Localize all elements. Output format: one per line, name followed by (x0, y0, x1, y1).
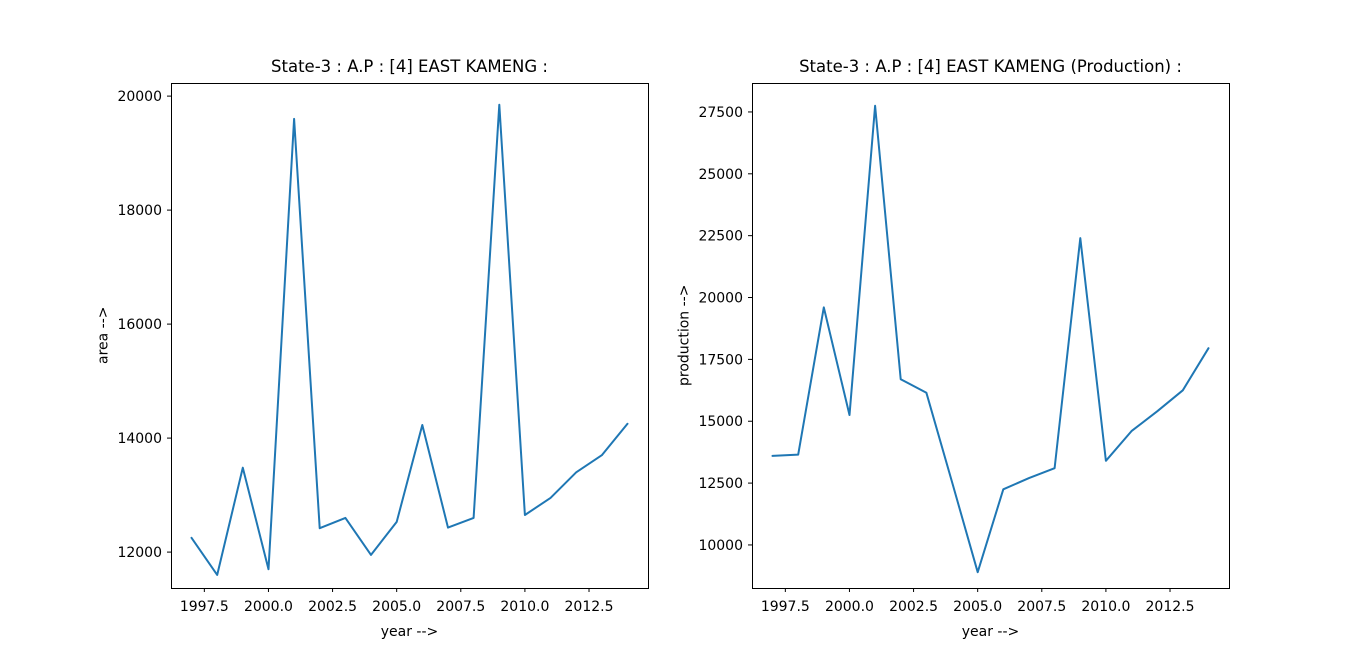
x-tick-label: 2000.0 (244, 599, 293, 615)
chart-title: State-3 : A.P : [4] EAST KAMENG : (271, 57, 548, 76)
x-tick-label: 2010.0 (1081, 599, 1130, 615)
y-tick-label: 17500 (698, 352, 743, 368)
x-tick-label: 2012.5 (1146, 599, 1195, 615)
x-tick-label: 2007.5 (436, 599, 485, 615)
x-tick-label: 1997.5 (180, 599, 229, 615)
x-tick-label: 2002.5 (308, 599, 357, 615)
chart-title: State-3 : A.P : [4] EAST KAMENG (Product… (799, 57, 1182, 76)
x-tick-label: 2005.0 (953, 599, 1002, 615)
plot-area: 1997.5 2000.0 2002.5 2005.0 2007.5 2010.0 2012… (117, 83, 649, 615)
x-axis-label: year --> (961, 624, 1020, 640)
y-tick-label: 14000 (117, 431, 162, 447)
y-tick-label: 15000 (698, 414, 743, 430)
x-tick-label: 2010.0 (500, 599, 549, 615)
x-tick-label: 2005.0 (372, 599, 421, 615)
y-tick-label: 25000 (698, 167, 743, 183)
plot-area: 1997.5 2000.0 2002.5 2005.0 2007.5 2010.0 2012… (698, 83, 1230, 615)
data-line (771, 104, 1210, 574)
x-tick-label: 1997.5 (761, 599, 810, 615)
axes-frame (752, 83, 1230, 589)
data-line (190, 103, 629, 576)
y-tick-label: 12000 (117, 545, 162, 561)
x-axis-label: year --> (380, 624, 439, 640)
y-tick-label: 16000 (117, 317, 162, 333)
x-tick-label: 2012.5 (565, 599, 614, 615)
y-tick-label: 20000 (117, 89, 162, 105)
y-tick-label: 10000 (698, 538, 743, 554)
x-tick-label: 2007.5 (1017, 599, 1066, 615)
y-tick-label: 12500 (698, 476, 743, 492)
y-tick-label: 18000 (117, 203, 162, 219)
x-tick-label: 2000.0 (825, 599, 874, 615)
axes-frame (171, 83, 649, 589)
y-tick-label: 27500 (698, 105, 743, 121)
chart-area-subplot: State-3 : A.P : [4] EAST KAMENG : area -… (96, 57, 649, 640)
x-tick-label: 2002.5 (889, 599, 938, 615)
chart-production-subplot: State-3 : A.P : [4] EAST KAMENG (Product… (677, 0, 1366, 671)
y-tick-label: 22500 (698, 229, 743, 245)
y-tick-label: 20000 (698, 291, 743, 307)
